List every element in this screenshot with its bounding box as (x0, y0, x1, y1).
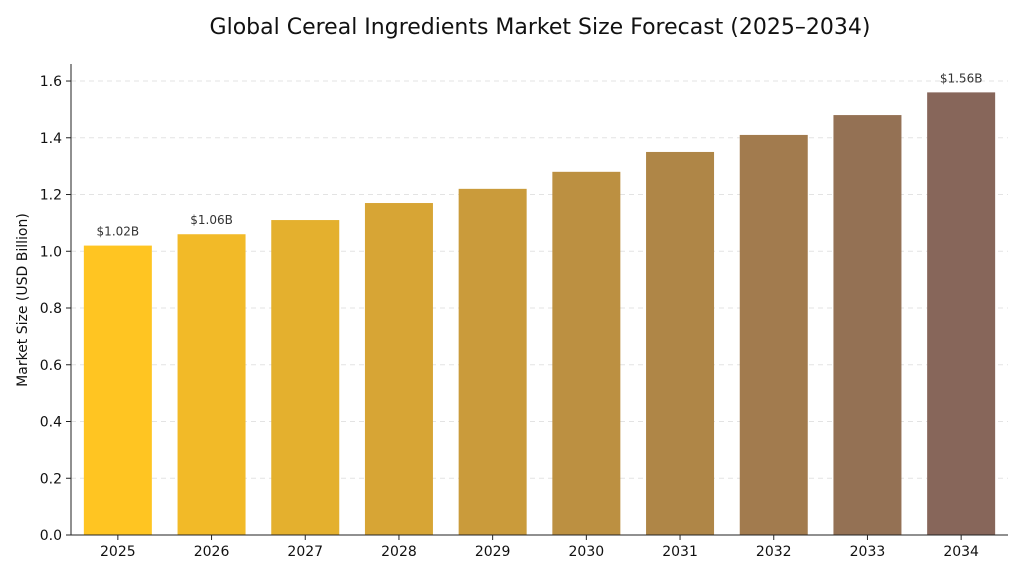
y-tick-label: 1.4 (40, 131, 62, 147)
y-tick-label: 0.4 (40, 415, 62, 431)
y-tick-label: 1.2 (40, 188, 62, 204)
bar-2028 (364, 203, 433, 535)
bar-2031 (646, 151, 715, 535)
x-tick-label: 2030 (569, 544, 605, 560)
bar-2033 (833, 115, 902, 535)
bar-2029 (458, 188, 527, 535)
bar-2034 (927, 92, 996, 535)
x-tick-label: 2032 (756, 544, 792, 560)
y-tick-label: 1.6 (40, 74, 62, 90)
y-tick-label: 0.6 (40, 358, 62, 374)
x-tick-label: 2029 (475, 544, 511, 560)
x-tick-label: 2026 (194, 544, 230, 560)
bar-2032 (739, 134, 808, 536)
x-tick-label: 2031 (662, 544, 698, 560)
y-axis-label: Market Size (USD Billion) (15, 213, 31, 387)
y-tick-label: 1.0 (40, 244, 62, 260)
y-tick-label: 0.2 (40, 471, 62, 487)
x-tick-label: 2033 (850, 544, 886, 560)
bar-2027 (271, 220, 340, 536)
y-tick-label: 0.8 (40, 301, 62, 317)
bar-2025 (83, 245, 152, 535)
data-label: $1.06B (190, 213, 233, 227)
bar-2026 (177, 234, 246, 535)
x-tick-label: 2034 (943, 544, 979, 560)
x-tick-label: 2028 (381, 544, 417, 560)
data-label: $1.56B (940, 71, 983, 85)
y-tick-label: 0.0 (40, 528, 62, 544)
x-tick-label: 2025 (100, 544, 136, 560)
x-tick-label: 2027 (287, 544, 323, 560)
data-label: $1.02B (97, 225, 140, 239)
bar-2030 (552, 171, 621, 535)
chart-title: Global Cereal Ingredients Market Size Fo… (210, 15, 871, 40)
